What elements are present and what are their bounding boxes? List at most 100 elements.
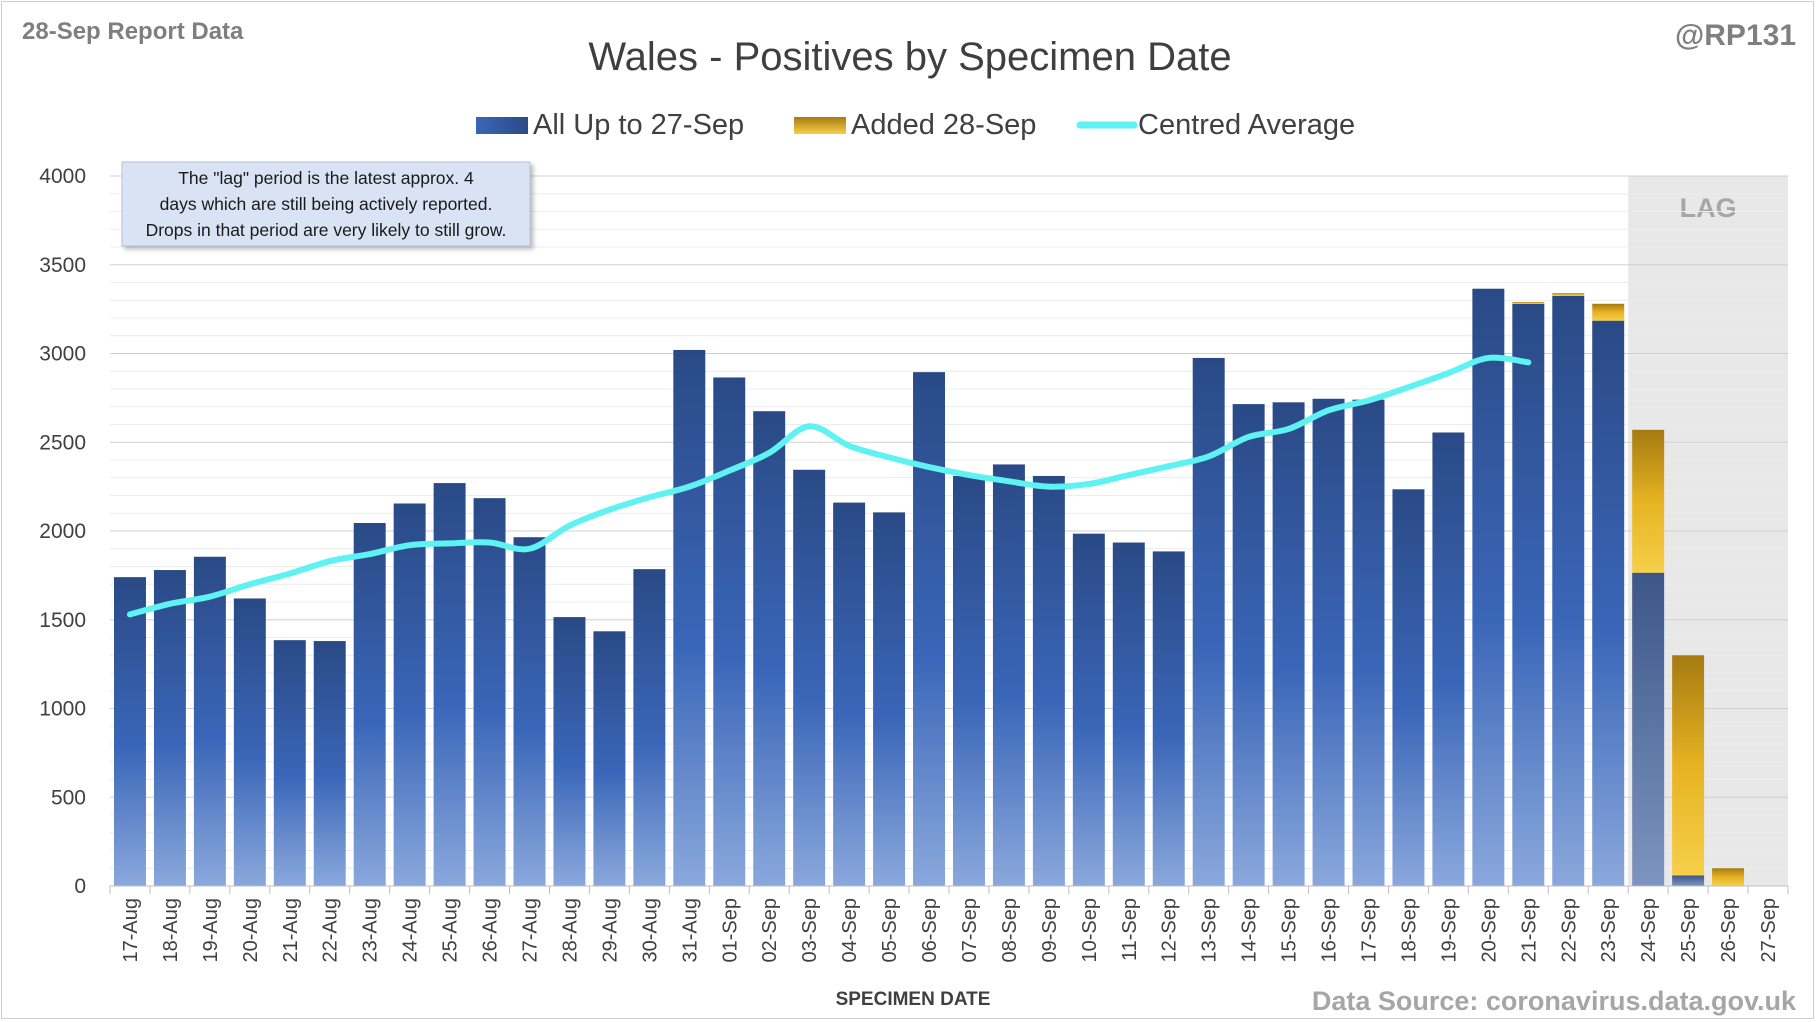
bar-all-up-to-27-sep bbox=[1392, 489, 1425, 886]
bar-all-up-to-27-sep bbox=[992, 464, 1025, 886]
average-line bbox=[126, 354, 1532, 618]
report-label: 28-Sep Report Data bbox=[22, 18, 244, 45]
bar-added-28-sep bbox=[1552, 293, 1585, 296]
x-tick-label: 23-Sep bbox=[1598, 898, 1620, 963]
x-tick-label: 19-Sep bbox=[1438, 898, 1460, 963]
bar-all-up-to-27-sep bbox=[1232, 404, 1265, 886]
x-tick-label: 22-Sep bbox=[1558, 898, 1580, 963]
y-tick-label: 2500 bbox=[39, 431, 86, 454]
y-tick-label: 4000 bbox=[39, 165, 86, 188]
centred-average-line bbox=[126, 354, 1532, 618]
x-tick-label: 17-Aug bbox=[120, 898, 142, 963]
x-tick-label: 17-Sep bbox=[1359, 898, 1381, 963]
bar-all-up-to-27-sep bbox=[1672, 875, 1705, 886]
bar-all-up-to-27-sep bbox=[913, 372, 946, 886]
x-tick-label: 18-Sep bbox=[1398, 898, 1420, 963]
legend: All Up to 27-Sep Added 28-Sep Centred Av… bbox=[476, 109, 1355, 141]
x-tick-label: 25-Sep bbox=[1678, 898, 1700, 963]
data-source: Data Source: coronavirus.data.gov.uk bbox=[1312, 986, 1797, 1016]
legend-swatch-all-up-to-27-sep bbox=[476, 117, 528, 134]
chart-title: Wales - Positives by Specimen Date bbox=[588, 35, 1231, 79]
x-tick-label: 12-Sep bbox=[1159, 898, 1181, 963]
y-tick-label: 3500 bbox=[39, 254, 86, 277]
bar-all-up-to-27-sep bbox=[833, 502, 866, 886]
lag-label: LAG bbox=[1680, 193, 1737, 223]
bar-all-up-to-27-sep bbox=[952, 475, 985, 886]
x-tick-label: 02-Sep bbox=[759, 898, 781, 963]
bar-added-28-sep bbox=[1632, 429, 1665, 573]
y-tick-label: 1000 bbox=[39, 698, 86, 721]
bar-all-up-to-27-sep bbox=[1352, 399, 1385, 886]
x-tick-label: 07-Sep bbox=[959, 898, 981, 963]
x-tick-label: 27-Sep bbox=[1758, 898, 1780, 963]
bar-all-up-to-27-sep bbox=[433, 483, 466, 886]
bar-all-up-to-27-sep bbox=[193, 556, 226, 886]
legend-label-centred-average: Centred Average bbox=[1138, 109, 1355, 141]
author-handle: @RP131 bbox=[1675, 19, 1796, 52]
x-tick-label: 10-Sep bbox=[1079, 898, 1101, 963]
x-tick-label: 20-Sep bbox=[1478, 898, 1500, 963]
bar-all-up-to-27-sep bbox=[673, 349, 706, 886]
x-tick-label: 20-Aug bbox=[240, 898, 262, 963]
y-tick-label: 1500 bbox=[39, 609, 86, 632]
bar-all-up-to-27-sep bbox=[1632, 572, 1665, 886]
annotation-line: The "lag" period is the latest approx. 4 bbox=[178, 168, 474, 188]
bar-all-up-to-27-sep bbox=[473, 498, 506, 886]
bar-all-up-to-27-sep bbox=[1472, 288, 1505, 886]
legend-swatch-added-28-sep bbox=[794, 117, 846, 134]
y-tick-label: 0 bbox=[74, 875, 86, 898]
bar-all-up-to-27-sep bbox=[393, 503, 426, 886]
bar-all-up-to-27-sep bbox=[153, 570, 186, 886]
x-tick-label: 11-Sep bbox=[1119, 898, 1141, 961]
x-tick-label: 03-Sep bbox=[799, 898, 821, 963]
x-tick-label: 19-Aug bbox=[200, 898, 222, 963]
bar-all-up-to-27-sep bbox=[1152, 551, 1185, 886]
bar-all-up-to-27-sep bbox=[1312, 398, 1345, 886]
bar-added-28-sep bbox=[1712, 868, 1745, 886]
x-tick-label: 26-Aug bbox=[480, 898, 502, 963]
annotation-line: days which are still being actively repo… bbox=[160, 194, 493, 214]
x-axis-title: SPECIMEN DATE bbox=[836, 989, 991, 1010]
x-tick-label: 24-Aug bbox=[400, 898, 422, 963]
bar-added-28-sep bbox=[1672, 655, 1705, 876]
bar-all-up-to-27-sep bbox=[113, 577, 146, 886]
bar-all-up-to-27-sep bbox=[1432, 432, 1465, 886]
bar-all-up-to-27-sep bbox=[1512, 303, 1545, 886]
bar-all-up-to-27-sep bbox=[273, 640, 306, 886]
x-tick-label: 30-Aug bbox=[639, 898, 661, 963]
bar-all-up-to-27-sep bbox=[353, 523, 386, 886]
bar-all-up-to-27-sep bbox=[1592, 320, 1625, 887]
x-axis-ticks: 17-Aug 18-Aug 19-Aug 20-Aug 21-Aug 22-Aug 23-A… bbox=[109, 885, 1789, 963]
bar-all-up-to-27-sep bbox=[713, 377, 746, 886]
legend-label-all-up-to-27-sep: All Up to 27-Sep bbox=[533, 109, 744, 141]
bar-all-up-to-27-sep bbox=[513, 537, 546, 886]
x-tick-label: 18-Aug bbox=[160, 898, 182, 963]
bar-added-28-sep bbox=[1592, 303, 1625, 321]
bar-all-up-to-27-sep bbox=[1192, 357, 1225, 886]
bar-all-up-to-27-sep bbox=[633, 569, 666, 886]
bar-all-up-to-27-sep bbox=[793, 469, 826, 886]
bars bbox=[113, 288, 1745, 887]
y-tick-label: 2000 bbox=[39, 520, 86, 543]
lag-annotation: The "lag" period is the latest approx. 4… bbox=[121, 161, 531, 247]
x-tick-label: 15-Sep bbox=[1279, 898, 1301, 963]
x-tick-label: 28-Aug bbox=[559, 898, 581, 963]
bar-all-up-to-27-sep bbox=[1072, 533, 1105, 886]
x-tick-label: 29-Aug bbox=[599, 898, 621, 963]
x-tick-label: 14-Sep bbox=[1239, 898, 1261, 963]
x-tick-label: 09-Sep bbox=[1039, 898, 1061, 963]
x-tick-label: 13-Sep bbox=[1199, 898, 1221, 963]
bar-all-up-to-27-sep bbox=[593, 631, 626, 886]
annotation-text: The "lag" period is the latest approx. 4… bbox=[146, 168, 507, 240]
y-tick-label: 500 bbox=[51, 786, 86, 809]
x-tick-label: 24-Sep bbox=[1638, 898, 1660, 963]
x-tick-label: 08-Sep bbox=[999, 898, 1021, 963]
bar-all-up-to-27-sep bbox=[873, 512, 906, 886]
y-tick-label: 3000 bbox=[39, 343, 86, 366]
x-tick-label: 21-Aug bbox=[280, 898, 302, 963]
bar-added-28-sep bbox=[1512, 302, 1545, 304]
legend-label-added-28-sep: Added 28-Sep bbox=[851, 109, 1036, 141]
bar-all-up-to-27-sep bbox=[1032, 475, 1065, 886]
